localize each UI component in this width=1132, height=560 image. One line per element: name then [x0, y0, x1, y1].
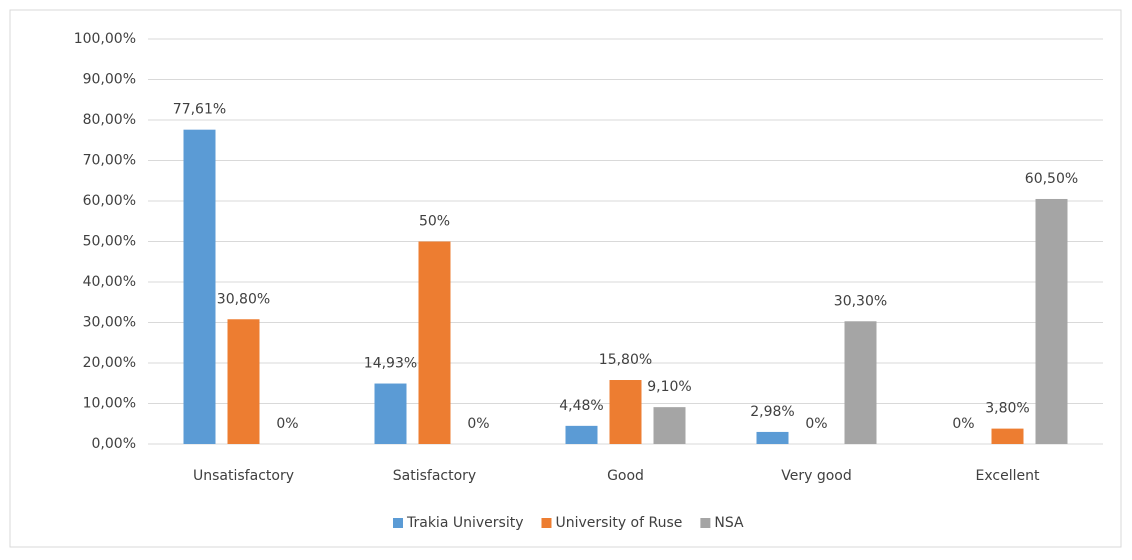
- y-tick-label: 40,00%: [83, 274, 136, 290]
- data-label: 9,10%: [647, 379, 691, 395]
- legend-swatch: [541, 518, 552, 528]
- data-label: 0%: [952, 416, 974, 432]
- y-tick-label: 100,00%: [74, 31, 136, 47]
- y-tick-label: 10,00%: [83, 396, 136, 412]
- data-label: 30,80%: [217, 291, 270, 307]
- bar: [844, 321, 877, 444]
- bar: [756, 431, 789, 444]
- x-tick-label: Very good: [781, 468, 852, 484]
- bar: [183, 129, 216, 444]
- legend-label: University of Ruse: [555, 515, 682, 531]
- bar: [991, 428, 1024, 444]
- bar: [227, 319, 260, 444]
- bar: [418, 241, 451, 444]
- bar: [653, 407, 686, 444]
- y-tick-label: 60,00%: [83, 193, 136, 209]
- legend-swatch: [700, 518, 711, 528]
- data-label: 4,48%: [559, 398, 603, 414]
- data-label: 0%: [467, 416, 489, 432]
- data-label: 3,80%: [985, 401, 1029, 417]
- data-label: 30,30%: [834, 293, 887, 309]
- legend-label: NSA: [714, 515, 744, 531]
- bar: [374, 383, 407, 444]
- data-label: 14,93%: [364, 356, 417, 372]
- bar: [609, 380, 642, 444]
- data-label: 2,98%: [750, 404, 794, 420]
- data-label: 50%: [419, 214, 450, 230]
- y-tick-label: 30,00%: [83, 315, 136, 331]
- data-label: 0%: [805, 416, 827, 432]
- y-tick-label: 90,00%: [83, 72, 136, 88]
- data-label: 60,50%: [1025, 171, 1078, 187]
- legend-label: Trakia University: [406, 515, 523, 531]
- bar: [1035, 198, 1068, 444]
- data-label: 0%: [276, 416, 298, 432]
- y-tick-label: 20,00%: [83, 355, 136, 371]
- x-tick-label: Excellent: [976, 468, 1040, 484]
- chart-border: [9, 9, 1122, 548]
- y-tick-label: 80,00%: [83, 112, 136, 128]
- y-tick-label: 0,00%: [92, 436, 136, 452]
- x-tick-label: Good: [607, 468, 644, 484]
- y-tick-label: 70,00%: [83, 153, 136, 169]
- data-label: 77,61%: [173, 102, 226, 118]
- y-tick-label: 50,00%: [83, 234, 136, 250]
- data-label: 15,80%: [599, 352, 652, 368]
- bar: [565, 425, 598, 444]
- x-tick-label: Unsatisfactory: [193, 468, 294, 484]
- x-tick-label: Satisfactory: [393, 468, 476, 484]
- legend-swatch: [393, 518, 403, 528]
